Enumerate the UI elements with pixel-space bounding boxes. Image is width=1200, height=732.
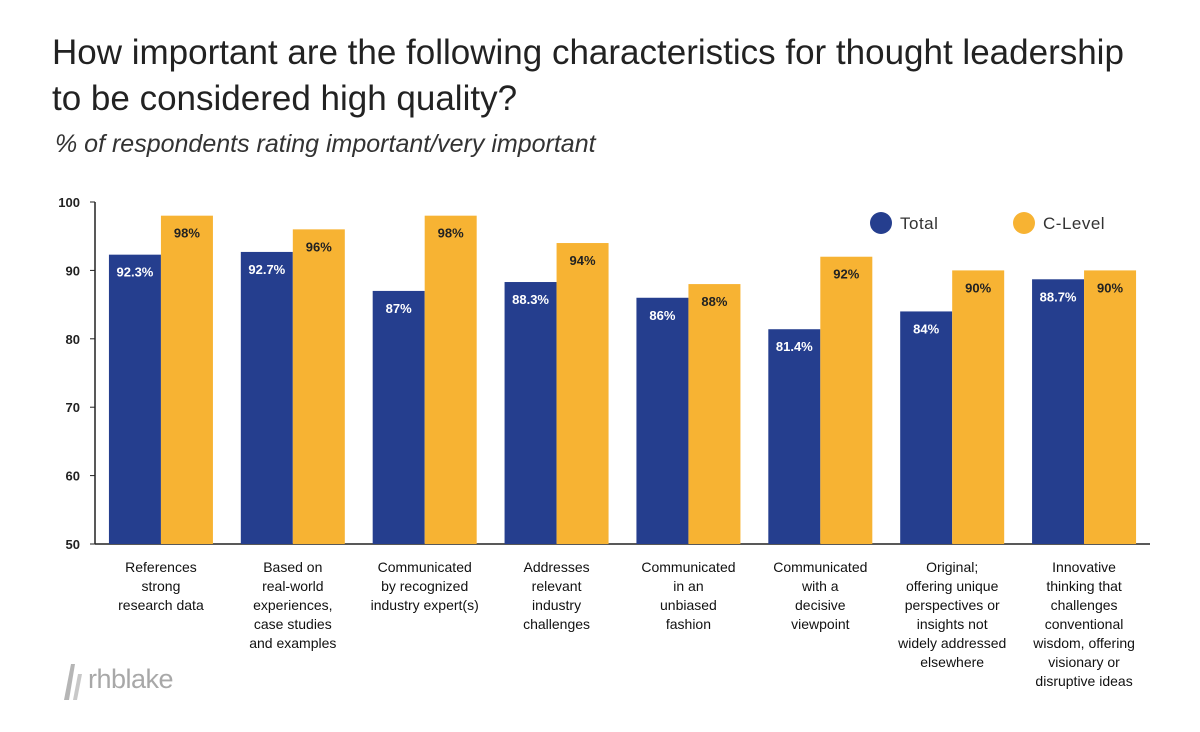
x-tick-label-line: visionary or — [1048, 654, 1120, 670]
x-tick-label: Communicated in an unbiased fashion — [641, 559, 735, 632]
x-tick-label-line: Innovative — [1052, 559, 1116, 575]
x-tick-label-line: wisdom, offering — [1032, 635, 1135, 651]
x-tick-label-line: insights not — [917, 616, 988, 632]
x-tick-label: Communicated by recognized industry expert… — [371, 559, 479, 613]
y-tick-label: 100 — [58, 195, 80, 210]
x-tick-label-line: Addresses — [523, 559, 589, 575]
x-tick-label: Original; offering unique perspectives or i… — [897, 559, 1006, 670]
x-tick-label-line: widely addressed — [897, 635, 1006, 651]
data-label-total: 84% — [913, 321, 939, 336]
x-tick-label: Addresses relevant industry challenges — [523, 559, 590, 632]
x-tick-label-line: viewpoint — [791, 616, 849, 632]
x-tick-label-line: References — [125, 559, 197, 575]
chart-bars: 92.3% 98% 92.7% 96% 87% 98% 88.3% 94% 86% 88% 81.4… — [108, 215, 1137, 545]
y-tick-label: 70 — [66, 400, 80, 415]
data-label-total: 92.3% — [117, 265, 154, 280]
bar-clevel — [688, 284, 741, 544]
legend-swatch-total — [870, 212, 892, 234]
data-label-total: 87% — [386, 301, 412, 316]
x-tick-label: Based on real-world experiences, case studi… — [249, 559, 336, 651]
x-tick-label-line: Original; — [926, 559, 978, 575]
y-tick-label: 50 — [66, 537, 80, 552]
chart-legend: Total C-Level — [870, 212, 1105, 234]
data-label-clevel: 96% — [306, 239, 332, 254]
x-tick-label-line: offering unique — [906, 578, 999, 594]
x-tick-label-line: with a — [801, 578, 839, 594]
bar-clevel — [424, 215, 477, 544]
bar-clevel — [820, 256, 873, 544]
bar-clevel — [292, 229, 345, 545]
x-tick-label-line: case studies — [254, 616, 332, 632]
x-tick-label: Innovative thinking that challenges convent… — [1032, 559, 1135, 689]
x-tick-label-line: strong — [141, 578, 180, 594]
x-tick-label: Communicated with a decisive viewpoint — [773, 559, 867, 632]
x-tick-label-line: thinking that — [1046, 578, 1122, 594]
x-tick-label: References strong research data — [118, 559, 204, 613]
legend-swatch-clevel — [1013, 212, 1035, 234]
data-label-clevel: 98% — [438, 226, 464, 241]
bar-total — [108, 254, 161, 544]
bar-clevel — [1084, 270, 1137, 544]
x-tick-label-line: unbiased — [660, 597, 717, 613]
data-label-clevel: 92% — [833, 267, 859, 282]
x-tick-label-line: perspectives or — [905, 597, 1000, 613]
x-tick-label-line: experiences, — [253, 597, 332, 613]
bar-clevel — [556, 243, 609, 545]
data-label-total: 81.4% — [776, 339, 813, 354]
data-label-clevel: 90% — [1097, 280, 1123, 295]
x-tick-label-line: disruptive ideas — [1035, 673, 1132, 689]
bar-total — [768, 329, 821, 544]
legend-label-total: Total — [900, 214, 938, 233]
bar-total — [240, 251, 293, 544]
x-tick-label-line: and examples — [249, 635, 336, 651]
x-tick-label-line: in an — [673, 578, 703, 594]
data-label-clevel: 94% — [570, 253, 596, 268]
x-tick-label-line: Communicated — [641, 559, 735, 575]
chart-subtitle: % of respondents rating important/very i… — [55, 130, 596, 158]
bar-total — [504, 282, 557, 544]
x-tick-label-line: elsewhere — [920, 654, 984, 670]
legend-label-clevel: C-Level — [1043, 214, 1105, 233]
data-label-clevel: 98% — [174, 226, 200, 241]
y-tick-label: 80 — [66, 332, 80, 347]
x-tick-label-line: Communicated — [773, 559, 867, 575]
x-tick-label-line: challenges — [523, 616, 590, 632]
x-tick-label-line: conventional — [1045, 616, 1124, 632]
data-label-total: 88.7% — [1040, 289, 1077, 304]
y-tick-label: 90 — [66, 263, 80, 278]
x-tick-label-line: relevant — [532, 578, 582, 594]
x-tick-label-line: industry expert(s) — [371, 597, 479, 613]
bar-clevel — [952, 270, 1005, 544]
bar-total — [900, 311, 953, 544]
bar-total — [1032, 279, 1085, 544]
chart-title: How important are the following characte… — [52, 33, 1124, 118]
x-tick-label-line: Communicated — [378, 559, 472, 575]
x-tick-label-line: industry — [532, 597, 581, 613]
data-label-total: 92.7% — [248, 262, 285, 277]
bar-total — [636, 297, 689, 544]
x-tick-label-line: Based on — [263, 559, 322, 575]
data-label-clevel: 88% — [701, 294, 727, 309]
x-tick-label-line: by recognized — [381, 578, 468, 594]
data-label-total: 88.3% — [512, 292, 549, 307]
x-tick-label-line: real-world — [262, 578, 323, 594]
x-tick-label-line: challenges — [1051, 597, 1118, 613]
x-tick-label-line: decisive — [795, 597, 846, 613]
logo-mark-icon — [64, 664, 82, 700]
y-tick-label: 60 — [66, 469, 80, 484]
logo-text: rhblake — [88, 663, 174, 694]
x-tick-label-line: fashion — [666, 616, 711, 632]
category-labels: References strong research data Based on rea… — [118, 559, 1135, 689]
data-label-clevel: 90% — [965, 280, 991, 295]
brand-logo: rhblake — [62, 656, 174, 702]
bar-total — [372, 290, 425, 544]
x-tick-label-line: research data — [118, 597, 204, 613]
bar-clevel — [160, 215, 213, 544]
data-label-total: 86% — [649, 308, 675, 323]
